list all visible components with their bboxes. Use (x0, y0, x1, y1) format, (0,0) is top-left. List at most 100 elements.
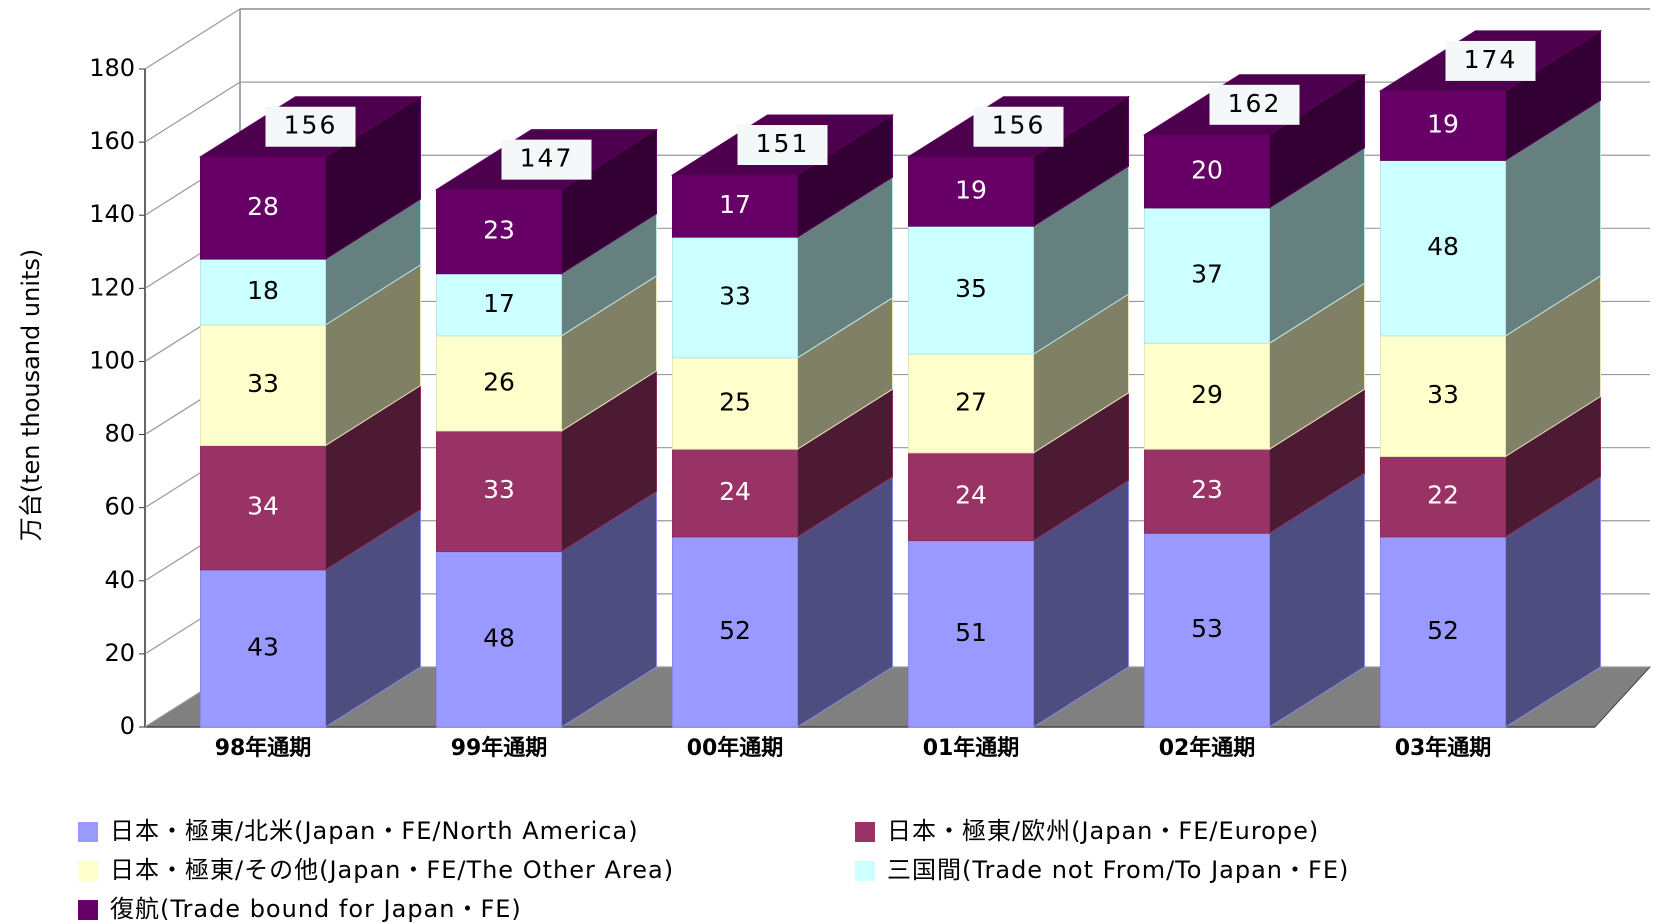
y-tick-label: 20 (104, 639, 135, 667)
data-label: 29 (1191, 380, 1223, 409)
x-tick-label: 98年通期 (215, 735, 312, 761)
bar-segment (908, 452, 1034, 542)
bar-segment (672, 174, 798, 238)
data-label: 43 (247, 632, 279, 661)
bar-segment (672, 357, 798, 450)
total-box (1209, 84, 1300, 125)
data-label: 33 (1427, 380, 1459, 409)
legend-label: 復航(Trade bound for Japan・FE) (110, 895, 522, 923)
data-label: 52 (719, 616, 751, 645)
y-tick-label: 0 (120, 712, 135, 740)
data-label: 48 (1427, 232, 1459, 261)
legend-label: 日本・極東/その他(Japan・FE/The Other Area) (110, 856, 674, 884)
data-label: 26 (483, 367, 515, 396)
data-label: 33 (483, 475, 515, 504)
total-label: 151 (756, 129, 810, 158)
bar-segment (436, 273, 562, 337)
x-tick-label: 03年通期 (1395, 735, 1492, 761)
bar-segment (1380, 536, 1506, 728)
y-tick-label: 100 (89, 346, 135, 374)
data-label: 35 (955, 274, 987, 303)
bar-segment (908, 156, 1034, 227)
bar-segment (908, 540, 1034, 728)
legend-swatch (78, 861, 98, 881)
data-label: 22 (1427, 481, 1459, 510)
x-tick-label: 99年通期 (451, 735, 548, 761)
total-box (265, 106, 356, 147)
bar-segment (1380, 90, 1506, 161)
data-label: 17 (719, 190, 751, 219)
total-box (1445, 40, 1536, 81)
bar-segment (1380, 455, 1506, 538)
data-label: 34 (247, 492, 279, 521)
data-label: 23 (1191, 475, 1223, 504)
legend-label: 三国間(Trade not From/To Japan・FE) (887, 856, 1349, 884)
bar-segment (908, 225, 1034, 355)
bar-segment (1144, 532, 1270, 728)
y-tick-label: 120 (89, 273, 135, 301)
legend-swatch (78, 900, 98, 920)
data-label: 33 (247, 369, 279, 398)
legend-swatch (78, 822, 98, 842)
bar-segment (1144, 134, 1270, 209)
bar-segment (1380, 335, 1506, 457)
total-box (501, 139, 592, 180)
bar-segment (672, 536, 798, 728)
total-label: 162 (1228, 89, 1282, 118)
y-axis-label: 万台(ten thousand units) (17, 249, 45, 542)
bar-segment (1144, 207, 1270, 344)
data-label: 20 (1191, 155, 1223, 184)
data-label: 51 (955, 618, 987, 647)
data-label: 23 (483, 216, 515, 245)
bar-segment (200, 156, 326, 260)
data-label: 48 (483, 623, 515, 652)
bar-segment (436, 551, 562, 728)
bar-segment (1380, 159, 1506, 337)
y-tick-label: 140 (89, 200, 135, 228)
total-label: 156 (992, 111, 1046, 140)
bar-segment (200, 258, 326, 326)
x-tick-label: 02年通期 (1159, 735, 1256, 761)
bar-segment (200, 324, 326, 447)
legend-swatch (855, 861, 875, 881)
data-label: 33 (719, 281, 751, 310)
bar-segment (672, 236, 798, 359)
data-label: 19 (1427, 110, 1459, 139)
y-tick-label: 160 (89, 127, 135, 155)
bar-segment (672, 448, 798, 538)
total-label: 147 (520, 144, 574, 173)
data-label: 24 (955, 481, 987, 510)
data-label: 37 (1191, 260, 1223, 289)
legend-label: 日本・極東/欧州(Japan・FE/Europe) (887, 817, 1319, 845)
x-tick-label: 01年通期 (923, 735, 1020, 761)
data-label: 24 (719, 477, 751, 506)
legend-swatch (855, 822, 875, 842)
data-label: 52 (1427, 616, 1459, 645)
data-label: 18 (247, 276, 279, 305)
y-tick-label: 60 (104, 493, 135, 521)
y-tick-label: 80 (104, 420, 135, 448)
x-tick-label: 00年通期 (687, 735, 784, 761)
data-label: 17 (483, 289, 515, 318)
total-label: 156 (284, 111, 338, 140)
y-tick-label: 180 (89, 54, 135, 82)
bar-segment (1144, 448, 1270, 534)
total-box (737, 125, 828, 166)
total-label: 174 (1464, 45, 1518, 74)
grid-line (144, 8, 1650, 70)
data-label: 53 (1191, 614, 1223, 643)
data-label: 27 (955, 387, 987, 416)
grid-line (144, 81, 1650, 143)
bar-segment (908, 353, 1034, 454)
data-label: 28 (247, 192, 279, 221)
bar-segment (200, 569, 326, 728)
total-box (973, 106, 1064, 147)
bar-segment (436, 430, 562, 553)
data-label: 25 (719, 387, 751, 416)
legend-label: 日本・極東/北米(Japan・FE/North America) (110, 817, 639, 845)
bar-segment (436, 335, 562, 432)
y-tick-label: 40 (104, 566, 135, 594)
bar-segment (436, 189, 562, 275)
bar-segment (200, 445, 326, 571)
